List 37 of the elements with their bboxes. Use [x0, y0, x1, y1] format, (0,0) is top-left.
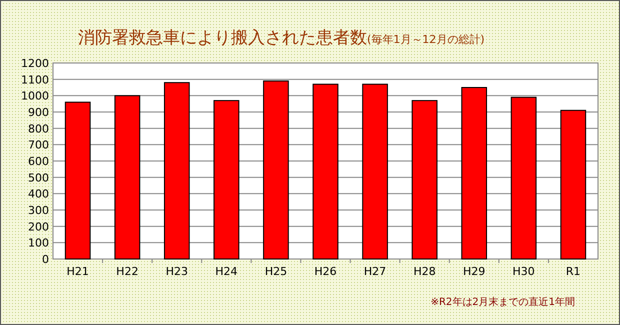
bar: [64, 102, 91, 260]
bar: [263, 80, 289, 260]
bar: [461, 87, 488, 260]
chart-subtitle: (毎年1月～12月の総計): [367, 33, 485, 46]
bar: [214, 100, 240, 260]
y-tick-label: 200: [28, 220, 49, 234]
text: ※R2年は2月末までの直近1年間: [430, 296, 575, 308]
y-tick-label: 100: [28, 236, 49, 250]
y-tick-label: 1100: [21, 73, 49, 86]
x-tick-label: H21: [66, 265, 89, 278]
y-tick-label: 0: [42, 253, 49, 266]
bar: [412, 100, 438, 260]
bar: [510, 96, 537, 260]
x-tick-label: H24: [215, 265, 238, 278]
y-tick-label: 1200: [21, 57, 49, 70]
x-tick-label: H30: [512, 265, 535, 278]
y-tick-label: 700: [28, 138, 49, 152]
x-tick-label: H29: [462, 265, 486, 278]
x-tick-label: H27: [364, 265, 386, 278]
x-tick-label: H28: [413, 265, 436, 278]
bar: [164, 82, 190, 260]
y-tick-label: 300: [28, 204, 49, 217]
bar: [362, 84, 388, 260]
x-tick-label: H22: [116, 265, 138, 278]
x-tick-label: H26: [314, 265, 337, 278]
y-tick-label: 400: [28, 188, 49, 201]
x-tick-label: H23: [166, 265, 188, 278]
y-tick-label: 800: [28, 122, 49, 136]
bar: [560, 110, 586, 260]
y-tick-label: 1000: [21, 90, 49, 103]
bar: [114, 95, 140, 260]
y-tick-label: 600: [28, 155, 49, 168]
bar: [312, 84, 338, 260]
x-tick-label: R1: [566, 265, 581, 278]
y-tick-label: 900: [28, 106, 49, 119]
y-tick-label: 500: [28, 171, 49, 184]
x-tick-label: H25: [264, 265, 288, 278]
